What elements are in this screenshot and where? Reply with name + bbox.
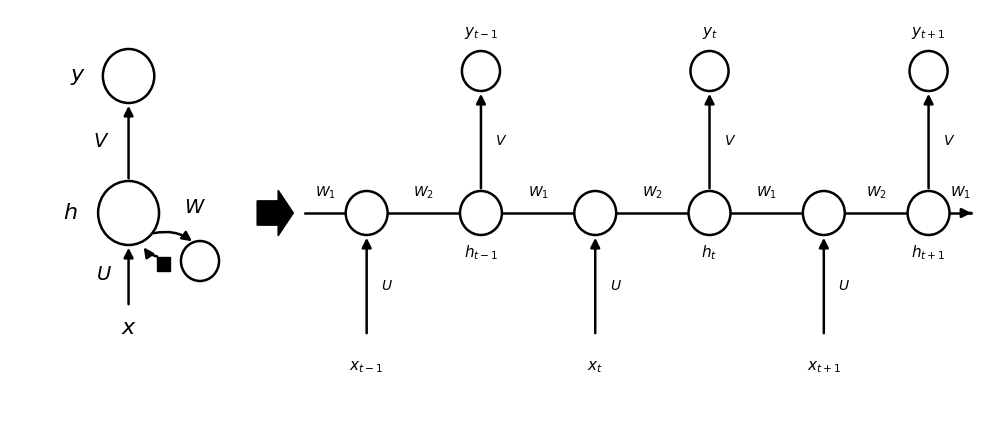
Text: $W$: $W$ [184,199,206,217]
Text: $h_{t}$: $h_{t}$ [701,243,718,262]
Text: $U$: $U$ [96,266,111,284]
Text: $V$: $V$ [943,134,955,148]
Circle shape [98,181,159,245]
Polygon shape [257,190,293,236]
Circle shape [181,241,219,281]
FancyArrowPatch shape [145,250,157,258]
Text: $y_{t+1}$: $y_{t+1}$ [911,25,946,41]
Text: $V$: $V$ [93,133,110,151]
Text: $y$: $y$ [70,65,86,87]
Text: $W_2$: $W_2$ [413,184,434,201]
Text: $U$: $U$ [838,279,850,293]
Circle shape [908,191,950,235]
Text: $W_1$: $W_1$ [950,184,971,201]
Text: $h_{t-1}$: $h_{t-1}$ [464,243,498,262]
Circle shape [690,51,729,91]
Circle shape [689,191,730,235]
Circle shape [910,51,948,91]
Bar [157,257,170,271]
Text: $W_2$: $W_2$ [866,184,887,201]
Text: $x_{t+1}$: $x_{t+1}$ [807,359,841,375]
Text: $h_{t+1}$: $h_{t+1}$ [911,243,946,262]
Text: $h$: $h$ [63,202,77,224]
Text: $V$: $V$ [495,134,508,148]
Circle shape [460,191,502,235]
Text: $y_{t-1}$: $y_{t-1}$ [464,25,498,41]
Text: $W_1$: $W_1$ [756,184,777,201]
Circle shape [103,49,154,103]
Text: $U$: $U$ [610,279,621,293]
Text: $W_1$: $W_1$ [315,184,336,201]
Text: $U$: $U$ [381,279,393,293]
Circle shape [803,191,845,235]
Text: $W_2$: $W_2$ [642,184,663,201]
Text: $W_1$: $W_1$ [528,184,549,201]
Text: $x$: $x$ [121,317,137,339]
Circle shape [574,191,616,235]
Circle shape [346,191,388,235]
Text: $x_{t-1}$: $x_{t-1}$ [349,359,384,375]
Text: $x_{t}$: $x_{t}$ [587,359,603,375]
Text: $V$: $V$ [724,134,736,148]
FancyArrowPatch shape [154,232,190,240]
Text: $y_{t}$: $y_{t}$ [702,25,717,41]
Circle shape [462,51,500,91]
